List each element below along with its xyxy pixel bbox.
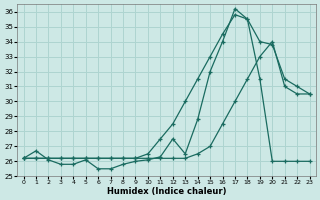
X-axis label: Humidex (Indice chaleur): Humidex (Indice chaleur): [107, 187, 226, 196]
